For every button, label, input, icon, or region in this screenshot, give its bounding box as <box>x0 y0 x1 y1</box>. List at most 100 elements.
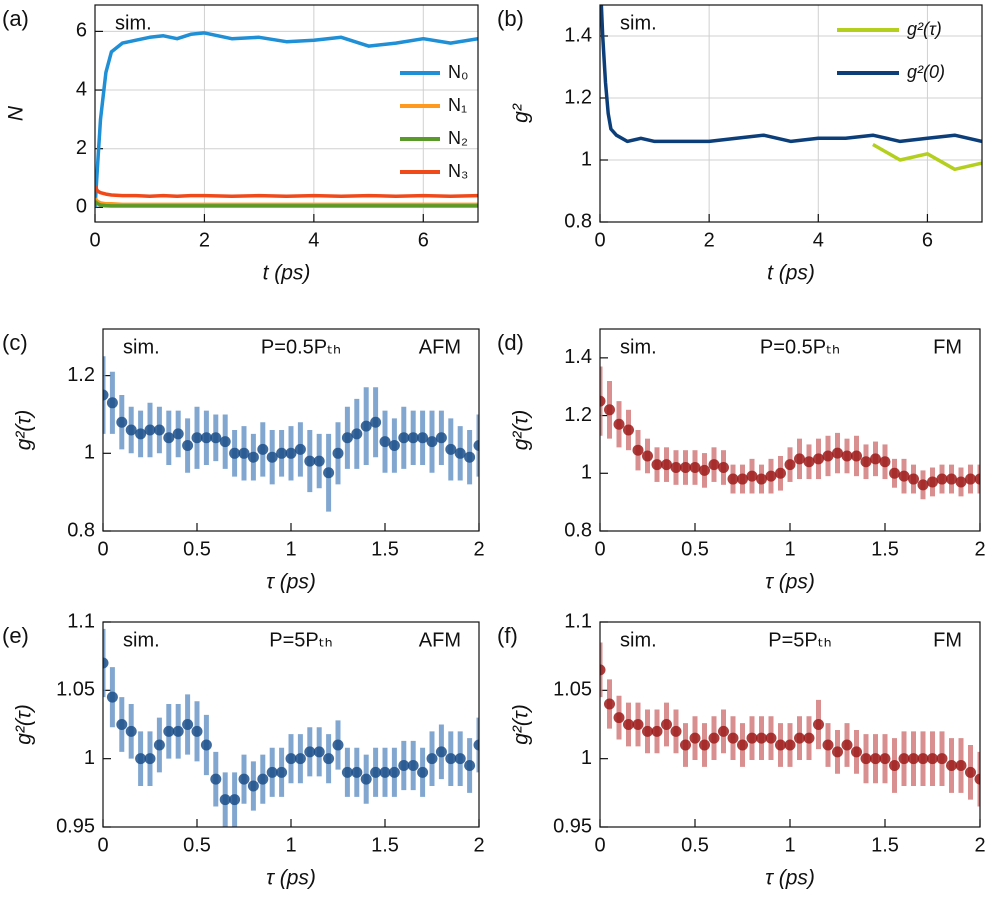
marker <box>974 473 980 485</box>
x-axis-label: t (ps) <box>263 262 311 285</box>
x-tick-label: 4 <box>308 229 319 251</box>
marker <box>889 467 900 479</box>
marker <box>600 395 606 407</box>
marker <box>651 725 663 737</box>
annotation: sim. <box>115 12 152 34</box>
plot-area <box>103 356 479 512</box>
y-tick-label: 1.1 <box>67 610 95 632</box>
annotation: P=5Pₜₕ <box>768 629 831 651</box>
marker <box>727 473 739 485</box>
marker <box>276 766 288 778</box>
marker <box>294 753 306 765</box>
marker <box>689 732 701 744</box>
y-tick-label: 4 <box>76 78 87 100</box>
marker <box>106 397 118 409</box>
marker <box>135 428 147 440</box>
panel: 0 0.5 1 1.5 2 0.95 1 1.05 1.1 (e) sim. P=5Pₜₕ AFM τ (… <box>2 610 485 889</box>
marker <box>247 780 259 792</box>
x-tick-label: 1 <box>285 538 296 560</box>
y-tick-label: 0 <box>76 196 87 218</box>
legend-label: N₁ <box>448 95 467 115</box>
marker <box>632 444 644 456</box>
marker <box>341 432 353 444</box>
marker <box>737 739 748 751</box>
marker <box>435 746 447 758</box>
marker <box>285 753 297 765</box>
plot-frame <box>599 328 981 532</box>
plot-area <box>600 5 982 172</box>
annotation: AFM <box>419 336 461 358</box>
marker <box>379 766 391 778</box>
annotation: P=0.5Pₜₕ <box>261 336 341 358</box>
y-tick-label: 1.05 <box>56 679 95 701</box>
marker <box>604 698 615 710</box>
y-tick-label: 1 <box>581 747 592 769</box>
marker <box>332 447 344 459</box>
marker <box>163 432 175 444</box>
series-line <box>95 197 478 207</box>
marker <box>172 725 184 737</box>
panel-label: (d) <box>497 330 524 355</box>
panel-label: (c) <box>2 330 28 355</box>
marker <box>144 753 156 765</box>
marker <box>794 453 805 465</box>
marker <box>360 420 372 432</box>
marker <box>917 479 929 491</box>
annotation: sim. <box>620 629 657 651</box>
y-tick-label: 1 <box>84 442 95 464</box>
marker <box>879 456 891 468</box>
marker <box>103 389 109 401</box>
x-tick-label: 1 <box>285 834 296 856</box>
marker <box>917 753 929 765</box>
marker <box>651 459 663 471</box>
marker <box>360 773 372 785</box>
x-tick-label: 0.5 <box>681 538 709 560</box>
x-tick-label: 1 <box>784 538 795 560</box>
plot-area <box>600 642 980 807</box>
x-tick-label: 0 <box>594 538 605 560</box>
x-tick-label: 2 <box>974 538 985 560</box>
x-tick-label: 0 <box>594 834 605 856</box>
marker <box>210 432 222 444</box>
marker <box>936 473 948 485</box>
marker <box>182 440 194 452</box>
marker <box>407 432 419 444</box>
marker <box>323 753 335 765</box>
marker <box>860 753 872 765</box>
marker <box>889 760 900 771</box>
marker <box>313 455 325 467</box>
marker <box>718 725 729 737</box>
marker <box>341 766 353 778</box>
y-tick-label: 1 <box>581 148 592 170</box>
annotation: AFM <box>419 629 461 651</box>
marker <box>832 746 843 758</box>
marker <box>426 753 438 765</box>
series-line <box>95 200 478 208</box>
marker <box>870 453 881 465</box>
y-axis-label: g²(τ) <box>510 410 533 451</box>
marker <box>398 760 410 771</box>
y-axis-label: g²(τ) <box>13 410 36 451</box>
marker <box>103 657 109 669</box>
x-tick-label: 1 <box>784 834 795 856</box>
panel: 0 2 4 6 0.8 1 1.2 1.4 g²(τ) g²(0) (b) sim. t (ps) g² <box>497 4 983 285</box>
x-tick-label: 1.5 <box>871 834 899 856</box>
x-tick-label: 0.5 <box>183 538 211 560</box>
marker <box>191 725 203 737</box>
marker <box>784 459 796 471</box>
y-tick-label: 1.2 <box>564 404 592 426</box>
marker <box>822 450 834 462</box>
marker <box>153 739 165 751</box>
plot-area <box>103 628 479 827</box>
marker <box>908 753 919 765</box>
marker <box>689 462 701 474</box>
marker <box>407 760 419 771</box>
marker <box>229 794 241 806</box>
marker <box>388 440 400 452</box>
marker <box>370 416 382 428</box>
marker <box>219 794 231 806</box>
plot-frame <box>599 621 981 828</box>
marker <box>623 424 634 436</box>
marker <box>144 424 156 436</box>
x-tick-label: 2 <box>704 229 715 251</box>
